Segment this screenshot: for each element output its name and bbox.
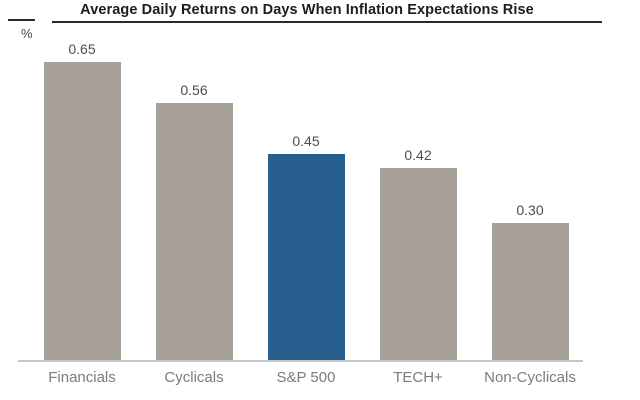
bar-chart-columns: 0.65 0.56 0.45 0.42 0.30 — [26, 40, 586, 361]
bar-financials — [43, 62, 121, 361]
category-label-s-p-500: S&P 500 — [276, 369, 336, 386]
value-label-s-p-500: 0.45 — [292, 133, 320, 149]
value-label-financials: 0.65 — [68, 41, 96, 57]
value-label-cyclicals: 0.56 — [180, 82, 208, 99]
category-label-cyclicals: Cyclicals — [164, 369, 224, 386]
y-axis-unit-label: % — [21, 26, 33, 41]
bar-cyclicals — [155, 103, 233, 361]
bar-column-tech: 0.42 — [362, 147, 474, 361]
category-label-non-cyclicals: Non-Cyclicals — [484, 369, 576, 386]
bar-tech — [379, 167, 457, 361]
chart-header: Average Daily Returns on Days When Infla… — [52, 0, 602, 23]
x-axis-baseline — [18, 360, 583, 362]
category-label-row: Financials Cyclicals S&P 500 TECH+ Non-Cycli… — [26, 369, 586, 387]
header-left-rule — [8, 19, 35, 21]
bar-column-s-p-500: 0.45 — [250, 133, 362, 361]
category-label-financials: Financials — [48, 369, 116, 386]
bar-column-financials: 0.65 — [26, 41, 138, 361]
value-label-non-cyclicals: 0.30 — [516, 202, 544, 218]
value-label-tech: 0.42 — [404, 146, 432, 163]
category-label-tech: TECH+ — [393, 369, 443, 386]
bar-column-non-cyclicals: 0.30 — [474, 202, 586, 361]
bar-s-p-500 — [267, 154, 345, 361]
bar-column-cyclicals: 0.56 — [138, 82, 250, 361]
bar-non-cyclicals — [491, 223, 569, 361]
chart-title: Average Daily Returns on Days When Infla… — [80, 2, 534, 18]
